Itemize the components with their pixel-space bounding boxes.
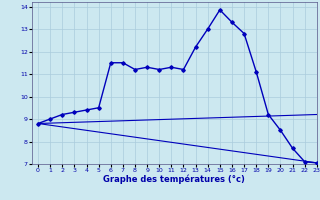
X-axis label: Graphe des températures (°c): Graphe des températures (°c): [103, 175, 245, 184]
